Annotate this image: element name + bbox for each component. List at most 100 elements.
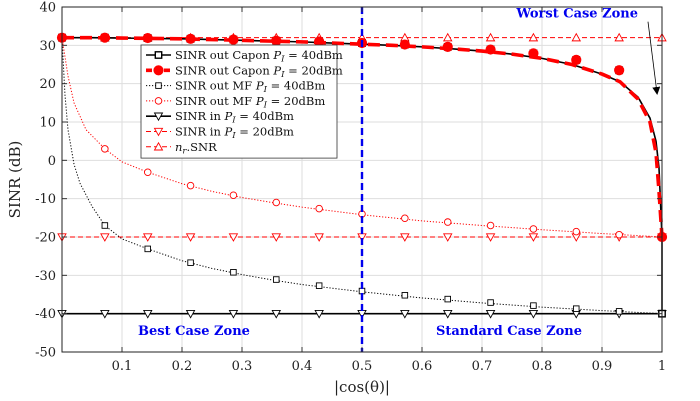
series-marker — [100, 233, 110, 242]
tick-labels: 0.1 0.2 0.3 0.4 0.5 0.6 0.7 0.8 0.9 1 -50 -40 -30 -20… — [35, 1, 666, 375]
legend-entry: SINR out MF PI = 40dBm — [146, 79, 325, 96]
legend-swatch-marker — [154, 97, 163, 105]
series-marker — [442, 310, 453, 319]
series-marker — [528, 48, 539, 59]
x-tick-label: 0.4 — [292, 359, 313, 374]
annotation-arrow — [647, 21, 661, 95]
legend-entry: SINR out Capon PI = 40dBm — [146, 48, 343, 65]
series-marker — [101, 222, 109, 229]
series-marker — [273, 276, 280, 283]
x-tick-label: 0.3 — [232, 359, 253, 374]
series-marker — [271, 310, 282, 319]
legend-label: SINR out MF PI = 40dBm — [175, 79, 325, 96]
series-marker — [272, 198, 281, 207]
series-marker — [230, 269, 237, 276]
legend-label: nr.SNR — [175, 140, 217, 157]
series-marker — [315, 204, 323, 213]
legend-label: SINR in PI = 20dBm — [175, 125, 294, 142]
series-marker — [187, 259, 194, 266]
series-marker — [100, 310, 110, 319]
plot-border — [61, 6, 663, 353]
legend-entry: SINR out MF PI = 20dBm — [146, 94, 325, 111]
series-marker — [485, 310, 496, 319]
series-marker — [442, 233, 453, 242]
series-2 — [61, 37, 666, 317]
series-group — [56, 32, 668, 319]
series-marker — [485, 233, 496, 242]
series-marker — [228, 310, 239, 319]
y-tick-label: -20 — [35, 231, 56, 246]
series-marker — [442, 32, 453, 42]
series-marker — [615, 308, 623, 315]
y-tick-label: 20 — [39, 77, 56, 92]
legend-label: SINR out Capon PI = 20dBm — [175, 63, 343, 80]
series-marker — [101, 145, 109, 153]
series-marker — [528, 310, 539, 319]
series-marker — [486, 221, 495, 230]
legend-label: SINR out MF PI = 20dBm — [175, 94, 325, 111]
x-tick-label: 0.2 — [172, 359, 193, 374]
series-marker — [314, 310, 324, 319]
series-marker — [142, 233, 153, 242]
series-marker — [143, 168, 152, 176]
series-marker — [271, 233, 282, 242]
series-marker — [444, 295, 451, 303]
series-marker — [185, 33, 196, 44]
legend-label: SINR in PI = 40dBm — [175, 109, 294, 126]
x-axis-label: |cos(θ)| — [334, 378, 390, 396]
legend-swatch-marker — [154, 51, 163, 59]
series-marker — [442, 41, 453, 52]
series-marker — [572, 227, 581, 236]
series-marker — [271, 35, 282, 46]
y-tick-label: -50 — [35, 346, 56, 361]
series-marker — [400, 233, 410, 242]
y-tick-label: 0 — [48, 154, 56, 169]
legend-swatch-marker — [153, 141, 164, 151]
series-marker — [99, 32, 110, 43]
series-marker — [401, 214, 409, 222]
y-tick-label: -10 — [35, 192, 56, 207]
series-marker — [571, 32, 582, 42]
x-tick-label: 0.9 — [592, 359, 613, 374]
series-marker — [229, 191, 238, 199]
legend-box — [140, 44, 338, 159]
series-marker — [573, 305, 580, 312]
series-marker — [315, 282, 323, 289]
series-marker — [443, 218, 452, 226]
legend-entry: nr.SNR — [146, 140, 217, 157]
y-tick-label: -30 — [35, 269, 56, 284]
legend-entry: SINR out Capon PI = 20dBm — [146, 63, 343, 80]
x-tick-label: 0.5 — [352, 359, 373, 374]
series-marker — [614, 65, 625, 76]
x-tick-label: 0.8 — [532, 359, 553, 374]
legend-entry: SINR in PI = 40dBm — [146, 109, 294, 126]
series-marker — [186, 181, 195, 190]
legend-swatch-marker — [153, 112, 164, 122]
series-1 — [56, 32, 668, 243]
series-marker — [530, 302, 537, 309]
series-marker — [399, 39, 410, 50]
series-line — [61, 37, 663, 238]
legend-swatch-marker — [153, 65, 164, 76]
series-line — [62, 35, 664, 238]
series-marker — [529, 225, 538, 233]
series-marker — [614, 32, 624, 42]
series-marker — [228, 233, 239, 242]
series-marker — [144, 245, 151, 253]
series-marker — [314, 233, 324, 242]
y-tick-label: 30 — [39, 39, 56, 54]
y-tick-label: 40 — [39, 1, 56, 16]
series-marker — [401, 292, 409, 299]
series-marker — [528, 233, 539, 242]
plot-frame — [61, 6, 663, 353]
series-marker — [228, 34, 239, 45]
zone-annotation: Standard Case Zone — [436, 324, 582, 339]
series-marker — [571, 54, 582, 66]
series-marker — [487, 299, 494, 306]
legend-swatch-marker — [153, 127, 164, 137]
zone-annotation: Best Case Zone — [138, 324, 250, 339]
x-tick-label: 0.1 — [112, 359, 133, 374]
